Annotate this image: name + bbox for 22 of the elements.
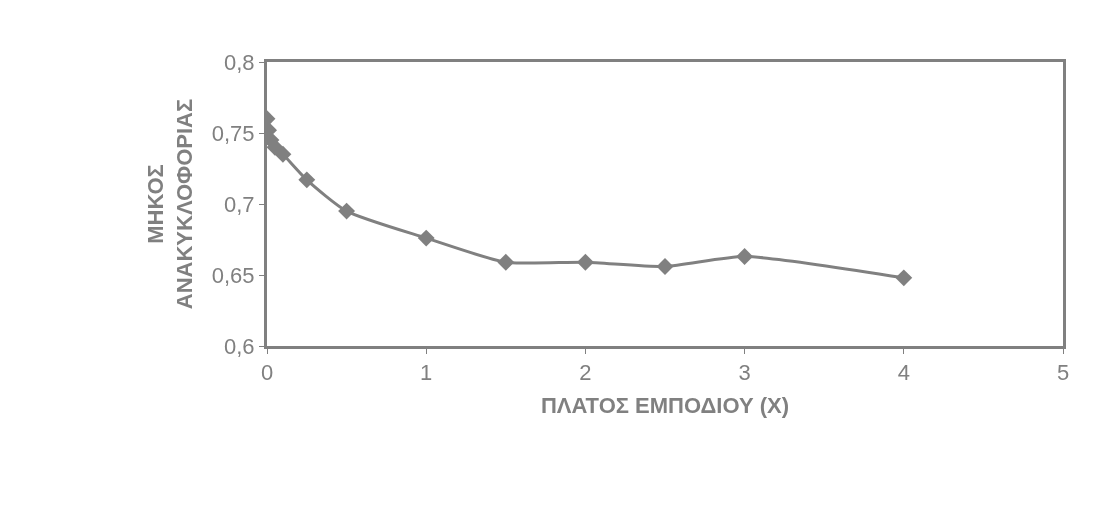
x-axis-title: ΠΛΑΤΟΣ ΕΜΠΟΔΙΟΥ (X) xyxy=(540,393,790,419)
point xyxy=(338,202,356,220)
point xyxy=(656,258,674,275)
point xyxy=(274,145,292,163)
x-tick-label: 5 xyxy=(1056,360,1070,386)
y-tick-label: 0,65 xyxy=(211,262,255,288)
y-axis-title: ΜΗΚΟΣ ΑΝΑΚΥΚΛΟΦΟΡΙΑΣ xyxy=(142,98,197,310)
y-tick-label: 0,7 xyxy=(224,191,255,217)
y-tick-label: 0,8 xyxy=(224,49,255,75)
point xyxy=(497,253,515,271)
x-tick-label: 0 xyxy=(260,360,274,386)
point xyxy=(576,253,594,271)
point xyxy=(417,229,435,247)
x-tick-label: 1 xyxy=(420,360,433,386)
x-tick-label: 4 xyxy=(897,360,910,386)
point xyxy=(736,248,754,265)
x-tick-label: 2 xyxy=(579,360,592,386)
x-tick-label: 3 xyxy=(738,360,751,386)
y-tick-label: 0,6 xyxy=(224,333,255,359)
point xyxy=(895,269,913,287)
point xyxy=(298,171,316,189)
y-tick-label: 0,75 xyxy=(211,120,255,146)
